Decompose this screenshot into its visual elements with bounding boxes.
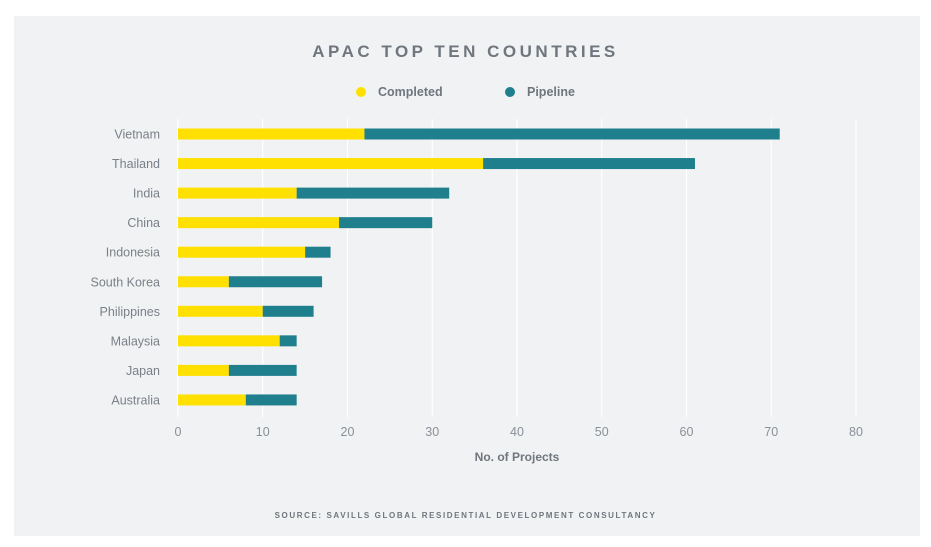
category-label-china: China	[127, 216, 160, 230]
x-tick-label-10: 10	[256, 425, 270, 439]
category-label-south-korea: South Korea	[91, 275, 161, 289]
x-tick-label-80: 80	[849, 425, 863, 439]
legend-label-pipeline: Pipeline	[527, 85, 575, 99]
source-note: SOURCE: SAVILLS GLOBAL RESIDENTIAL DEVEL…	[274, 511, 657, 520]
legend-swatch-pipeline	[505, 87, 515, 97]
category-label-indonesia: Indonesia	[106, 246, 160, 260]
bar-pipeline-thailand	[483, 158, 695, 170]
x-axis-title: No. of Projects	[475, 450, 560, 464]
legend-item-pipeline: Pipeline	[505, 85, 575, 99]
category-label-india: India	[133, 187, 160, 201]
bar-pipeline-philippines	[262, 305, 314, 317]
chart-panel	[14, 16, 920, 536]
bar-completed-china	[178, 217, 340, 229]
category-label-thailand: Thailand	[112, 157, 160, 171]
bar-pipeline-china	[339, 217, 433, 229]
bar-pipeline-malaysia	[279, 335, 297, 347]
x-tick-label-60: 60	[680, 425, 694, 439]
bar-completed-japan	[178, 364, 229, 376]
bar-completed-vietnam	[178, 128, 365, 140]
bar-completed-malaysia	[178, 335, 280, 347]
category-label-vietnam: Vietnam	[114, 128, 160, 142]
bar-pipeline-japan	[228, 364, 297, 376]
bar-completed-indonesia	[178, 246, 306, 258]
bar-pipeline-indonesia	[305, 246, 331, 258]
bar-completed-south-korea	[178, 276, 229, 288]
legend-label-completed: Completed	[378, 85, 443, 99]
bar-pipeline-vietnam	[364, 128, 780, 140]
bar-pipeline-india	[296, 187, 450, 199]
category-label-malaysia: Malaysia	[111, 334, 160, 348]
x-tick-label-50: 50	[595, 425, 609, 439]
bar-completed-thailand	[178, 158, 484, 170]
bar-completed-philippines	[178, 305, 263, 317]
x-tick-label-70: 70	[764, 425, 778, 439]
chart-title: APAC TOP TEN COUNTRIES	[312, 42, 619, 61]
bar-completed-india	[178, 187, 297, 199]
category-label-australia: Australia	[111, 393, 160, 407]
x-tick-label-20: 20	[341, 425, 355, 439]
legend-item-completed: Completed	[356, 85, 443, 99]
x-tick-label-40: 40	[510, 425, 524, 439]
bar-pipeline-australia	[245, 394, 297, 406]
category-label-japan: Japan	[126, 364, 160, 378]
category-label-philippines: Philippines	[100, 305, 160, 319]
legend-swatch-completed	[356, 87, 366, 97]
bar-completed-australia	[178, 394, 246, 406]
bar-pipeline-south-korea	[228, 276, 323, 288]
x-tick-label-0: 0	[175, 425, 182, 439]
x-tick-label-30: 30	[425, 425, 439, 439]
